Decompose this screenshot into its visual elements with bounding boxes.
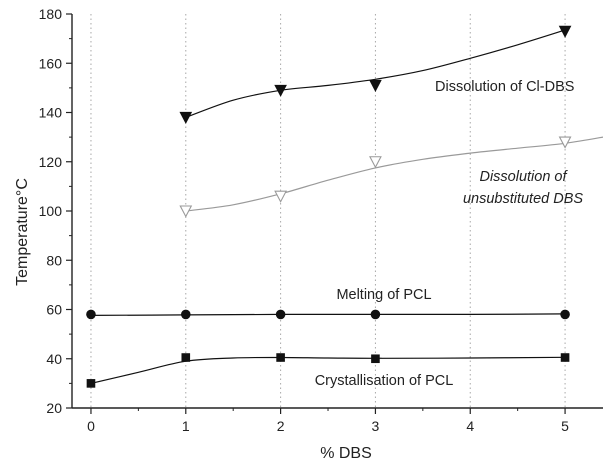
grid-layer — [90, 14, 566, 408]
point-cryst_pcl-2 — [276, 353, 285, 362]
point-unsub_dbs-2 — [274, 190, 288, 203]
curve-layer — [90, 29, 603, 384]
annotation-unsub-dbs-line2: unsubstituted DBS — [463, 191, 583, 207]
y-tick-label-40: 40 — [46, 351, 62, 367]
x-tick-label-5: 5 — [561, 418, 569, 434]
point-melting_pcl-0 — [86, 309, 96, 320]
x-tick-label-3: 3 — [372, 418, 380, 434]
curve-cl_dbs — [185, 29, 566, 118]
x-tick-label-0: 0 — [87, 418, 95, 434]
y-tick-label-100: 100 — [39, 203, 63, 219]
axis-layer — [71, 14, 603, 409]
y-tick-label-140: 140 — [39, 105, 63, 121]
y-tick-label-20: 20 — [46, 400, 62, 416]
point-melting_pcl-1 — [180, 309, 191, 320]
y-tick-label-160: 160 — [39, 55, 63, 71]
marker-layer — [86, 25, 572, 388]
point-unsub_dbs-1 — [179, 205, 193, 218]
annotation-cl-dbs: Dissolution of Cl-DBS — [435, 79, 574, 95]
x-tick-label-4: 4 — [466, 418, 474, 434]
point-cryst_pcl-5 — [560, 353, 570, 362]
y-axis-title: Temperature°C — [14, 178, 31, 286]
tick-layer: 20 40 60 80 100 120 140 160 180 0 1 2 3 4 5 — [39, 6, 570, 434]
point-melting_pcl-3 — [370, 309, 381, 320]
x-tick-label-1: 1 — [182, 418, 190, 434]
point-unsub_dbs-3 — [369, 156, 382, 169]
point-cl_dbs-2 — [274, 84, 287, 97]
curve-melting_pcl — [90, 313, 566, 316]
x-axis-title: % DBS — [320, 445, 372, 462]
y-tick-label-60: 60 — [46, 302, 62, 318]
annotation-unsub-dbs-line1: Dissolution of — [479, 169, 568, 185]
point-cl_dbs-3 — [369, 79, 382, 92]
annotation-melting-pcl: Melting of PCL — [336, 287, 431, 303]
point-melting_pcl-5 — [560, 309, 570, 320]
curve-cryst_pcl — [90, 356, 566, 384]
y-tick-label-120: 120 — [39, 154, 63, 170]
x-tick-label-2: 2 — [277, 418, 285, 434]
curve-unsub_dbs — [185, 136, 603, 212]
annotation-cryst-pcl: Crystallisation of PCL — [315, 373, 454, 389]
y-tick-label-80: 80 — [46, 252, 62, 268]
point-cryst_pcl-1 — [181, 353, 191, 362]
point-cl_dbs-5 — [558, 25, 572, 38]
point-unsub_dbs-5 — [558, 136, 572, 149]
point-cryst_pcl-0 — [86, 379, 96, 388]
point-cryst_pcl-3 — [371, 354, 380, 364]
point-melting_pcl-2 — [275, 309, 286, 320]
y-tick-label-180: 180 — [39, 6, 63, 22]
point-cl_dbs-1 — [179, 111, 193, 125]
